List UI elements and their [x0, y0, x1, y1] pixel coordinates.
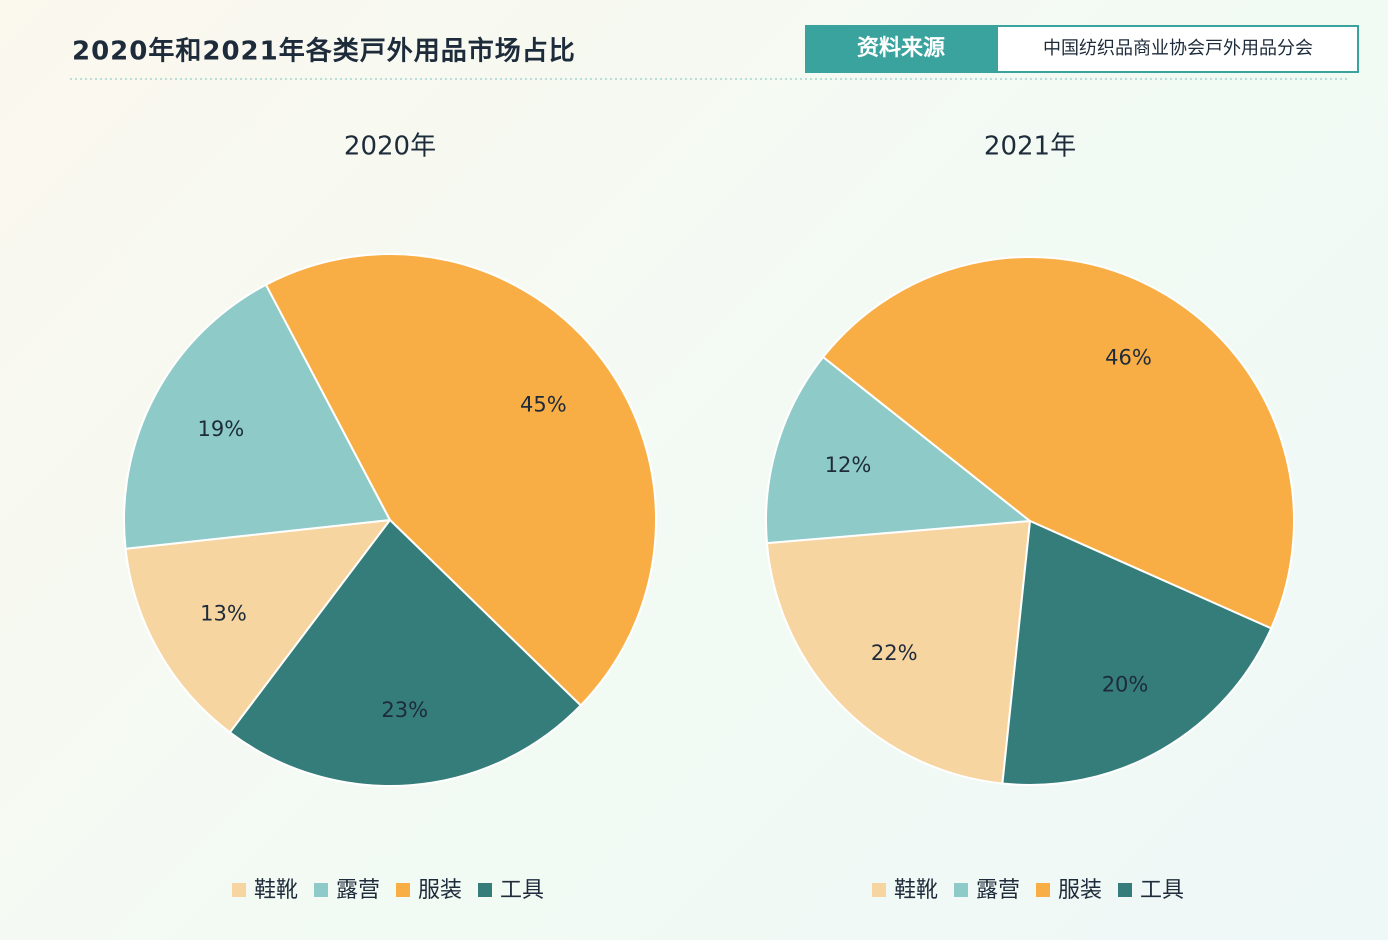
pie-slice: [765, 519, 1032, 785]
source-label-box: [805, 25, 997, 73]
data-label: 45%: [520, 392, 567, 416]
source: 中国纺织品商业协会戸外用品分会: [1043, 38, 1313, 59]
legend-label: 工具: [1140, 878, 1184, 903]
legend-label: 服装: [1058, 878, 1102, 903]
pie-slice: [264, 253, 657, 707]
data-label: 20%: [1102, 673, 1149, 697]
chart-title: 2021年: [984, 132, 1076, 162]
legend-swatch: [954, 883, 968, 897]
legend-label: 露营: [336, 878, 380, 903]
chart-title: 2020年: [344, 132, 436, 162]
legend-label: 服装: [418, 878, 462, 903]
legend-label: 鞋靴: [254, 878, 298, 903]
data-label: 13%: [200, 602, 247, 626]
data-label: 22%: [871, 641, 918, 665]
source-box: [996, 25, 1359, 73]
legend-swatch: [872, 883, 886, 897]
legend-swatch: [232, 883, 246, 897]
legend-swatch: [478, 883, 492, 897]
legend-swatch: [1118, 883, 1132, 897]
pie-slice: [1001, 519, 1273, 786]
page-title: 2020年和2021年各类戸外用品市场占比: [72, 36, 576, 67]
pie-slice: [124, 518, 393, 734]
data-label: 23%: [381, 698, 428, 722]
legend-swatch: [396, 883, 410, 897]
pie-slice: [123, 283, 392, 550]
source-label: 资料来源: [857, 36, 945, 61]
data-label: 46%: [1105, 345, 1152, 369]
data-label: 12%: [825, 453, 872, 477]
legend-label: 工具: [500, 878, 544, 903]
legend-swatch: [1036, 883, 1050, 897]
legend-swatch: [314, 883, 328, 897]
data-label: 19%: [198, 417, 245, 441]
legend-label: 鞋靴: [894, 878, 938, 903]
pie-slice: [765, 355, 1033, 545]
pie-slice: [821, 256, 1295, 630]
pie-slice: [228, 518, 583, 787]
legend-label: 露营: [976, 878, 1020, 903]
